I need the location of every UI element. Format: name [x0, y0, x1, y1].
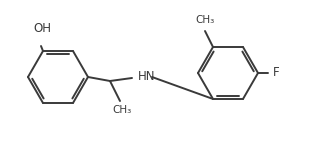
Text: OH: OH	[33, 22, 51, 35]
Text: CH₃: CH₃	[195, 15, 215, 25]
Text: HN: HN	[138, 69, 156, 83]
Text: CH₃: CH₃	[112, 105, 132, 115]
Text: F: F	[273, 67, 280, 79]
